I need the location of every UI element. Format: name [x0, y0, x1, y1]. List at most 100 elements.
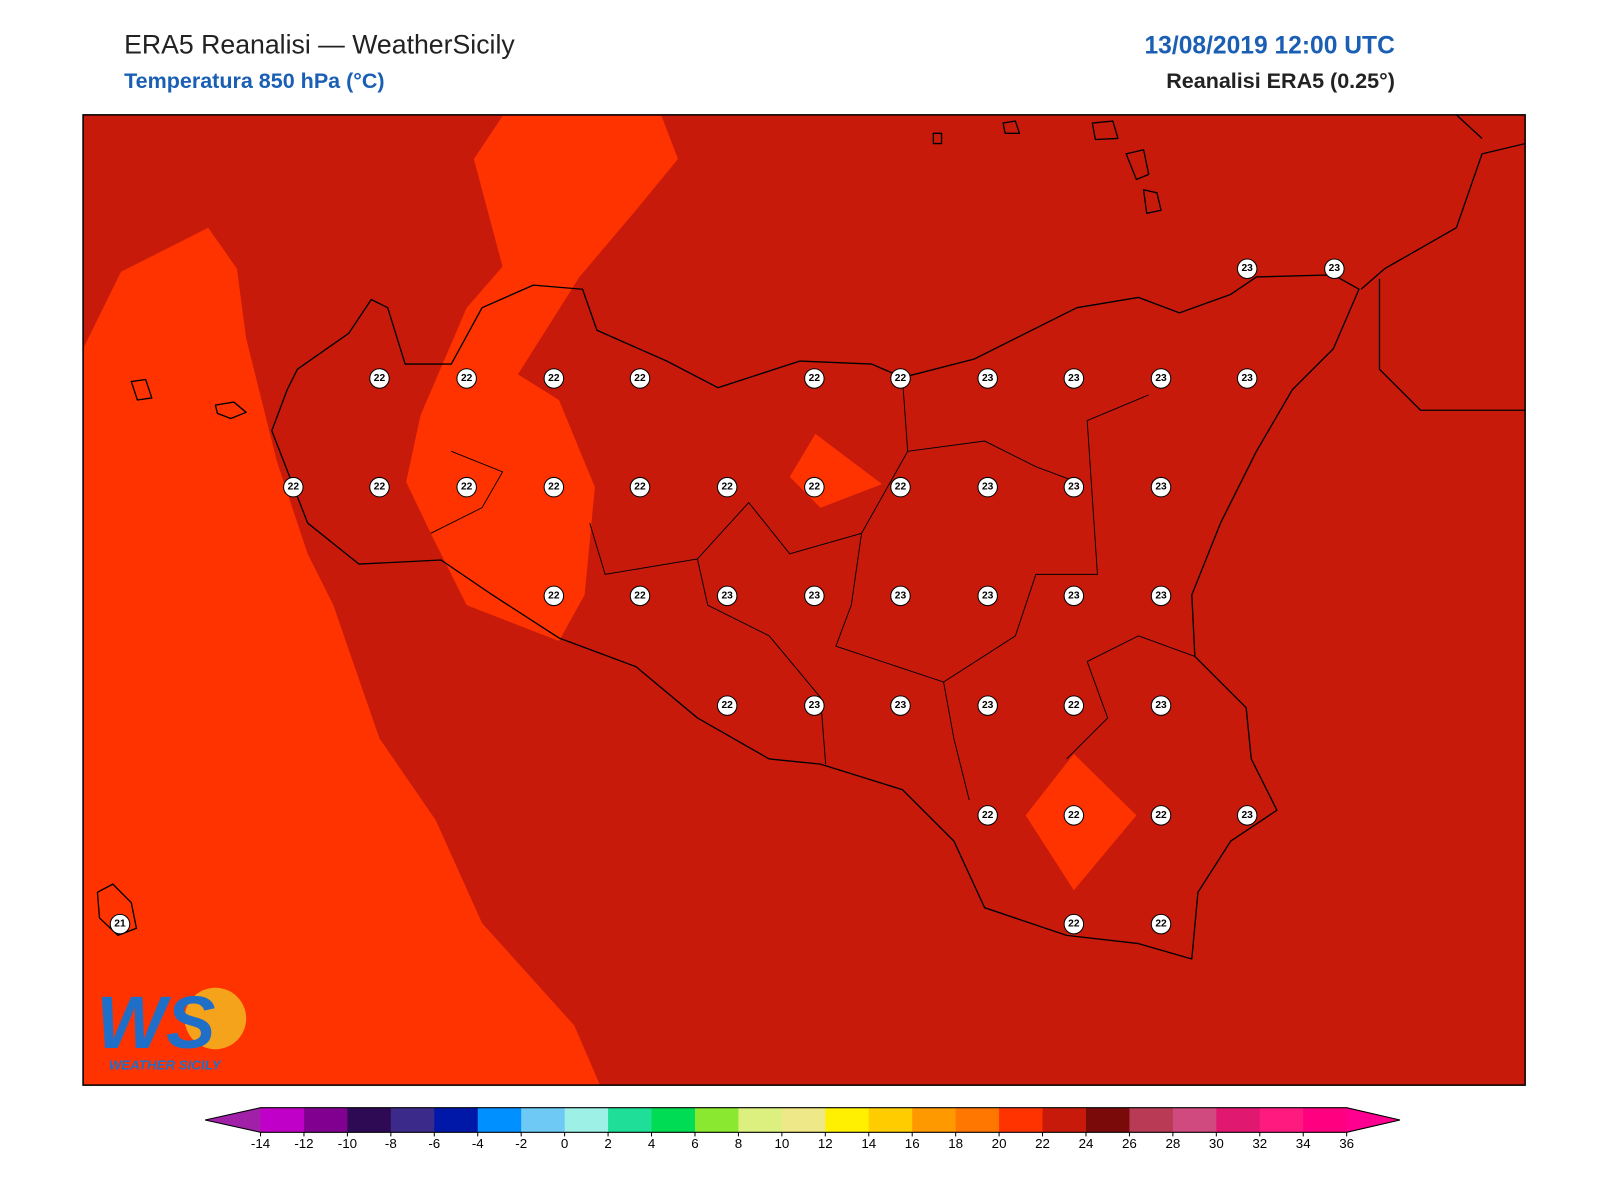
- colorbar-tick-label: 0: [561, 1136, 568, 1151]
- station-value: 23: [1068, 373, 1080, 384]
- colorbar-tick-label: 20: [992, 1136, 1007, 1151]
- colorbar-bin: [608, 1107, 653, 1133]
- subtitle: Temperatura 850 hPa (°C): [124, 69, 384, 93]
- station-marker: [890, 695, 911, 716]
- station-marker: [1150, 695, 1172, 716]
- station-value: 22: [895, 482, 907, 493]
- station-value: 22: [634, 590, 646, 601]
- station-marker: [456, 476, 477, 498]
- station-value: 22: [634, 482, 646, 493]
- colorbar-bin: [781, 1107, 826, 1133]
- colorbar-bin: [434, 1107, 479, 1133]
- station-value: 21: [114, 919, 126, 930]
- station-value: 23: [1155, 373, 1167, 384]
- station-marker: [1063, 805, 1085, 826]
- station-value: 22: [1155, 919, 1167, 930]
- station-marker: [1063, 368, 1085, 389]
- station-marker: [629, 368, 651, 389]
- station-marker: [1236, 368, 1258, 389]
- station-marker: [804, 476, 825, 498]
- map: 23 23 22 22 22 22 22 22 23 23 23 23 22 22 22 22 22 22 22 22…: [83, 114, 1526, 1086]
- colorbar-tick-label: -2: [515, 1136, 527, 1151]
- station-marker: [890, 476, 911, 498]
- colorbar-tick-label: 10: [774, 1136, 789, 1151]
- warm-patch: [83, 227, 600, 1086]
- station-value: 22: [461, 482, 473, 493]
- colorbar-tick-label: 30: [1209, 1136, 1224, 1151]
- colorbar-tick-label: -6: [428, 1136, 440, 1151]
- logo-name: WEATHER SICILY: [109, 1058, 222, 1073]
- colorbar-bin: [1259, 1107, 1304, 1133]
- station-value: 22: [288, 482, 300, 493]
- colorbar-bin: [912, 1107, 957, 1133]
- colorbar-bin: [651, 1107, 696, 1133]
- title: ERA5 Reanalisi — WeatherSicily: [124, 29, 515, 59]
- datetime: 13/08/2019 12:00 UTC: [1144, 32, 1395, 59]
- colorbar-bin: [1085, 1107, 1130, 1133]
- colorbar: -14 -12 -10 -8 -6 -4 -2 0 2 4 6 8 10 12 14 16 18 20 22 24 26…: [205, 1107, 1401, 1151]
- station-marker: [977, 368, 998, 389]
- colorbar-bin: [1303, 1107, 1348, 1133]
- station-marker: [543, 476, 565, 498]
- station-value: 23: [1068, 482, 1080, 493]
- station-marker: [1063, 695, 1085, 716]
- station-marker: [1324, 258, 1345, 279]
- station-value: 22: [982, 810, 994, 821]
- colorbar-bin: [347, 1107, 392, 1133]
- station-marker: [1150, 805, 1172, 826]
- colorbar-bin: [303, 1107, 348, 1133]
- logo: WS WEATHER SICILY: [96, 981, 247, 1073]
- station-value: 22: [548, 590, 560, 601]
- station-marker: [890, 368, 911, 389]
- colorbar-tick-label: 26: [1122, 1136, 1137, 1151]
- colorbar-bin: [1042, 1107, 1087, 1133]
- station-marker: [543, 585, 565, 607]
- map-frame: [82, 114, 1526, 1086]
- station-marker: [977, 585, 998, 607]
- colorbar-bin: [868, 1107, 913, 1133]
- colorbar-tick-label: -10: [338, 1136, 357, 1151]
- colorbar-bin: [564, 1107, 609, 1133]
- station-marker: [804, 585, 825, 607]
- colorbar-bin: [1216, 1107, 1261, 1133]
- colorbar-tick-label: 2: [604, 1136, 611, 1151]
- colorbar-tick-label: 34: [1296, 1136, 1311, 1151]
- colorbar-bin: [521, 1107, 566, 1133]
- station-value: 23: [1155, 482, 1167, 493]
- colorbar-bin: [694, 1107, 739, 1133]
- colorbar-bin: [999, 1107, 1044, 1133]
- station-marker: [977, 476, 998, 498]
- colorbar-tick-label: 28: [1165, 1136, 1180, 1151]
- station-value: 22: [634, 373, 646, 384]
- station-value: 22: [1155, 810, 1167, 821]
- station-marker: [629, 476, 651, 498]
- station-value: 22: [809, 482, 821, 493]
- colorbar-tick-label: 8: [735, 1136, 742, 1151]
- station-marker: [804, 368, 825, 389]
- station-value: 22: [548, 482, 560, 493]
- colorbar-tick-label: 32: [1252, 1136, 1267, 1151]
- station-value: 23: [982, 590, 994, 601]
- station-value: 22: [1068, 810, 1080, 821]
- station-marker: [1063, 476, 1085, 498]
- station-value: 22: [721, 700, 733, 711]
- station-value: 23: [1241, 810, 1253, 821]
- station-marker: [369, 476, 390, 498]
- station-value: 23: [1155, 700, 1167, 711]
- station-marker: [1150, 368, 1172, 389]
- province-borders: [430, 379, 1196, 801]
- colorbar-bin: [1129, 1107, 1174, 1133]
- station-value: 23: [809, 700, 821, 711]
- colorbar-tick-label: 16: [905, 1136, 920, 1151]
- station-marker: [109, 913, 131, 935]
- station-value: 22: [1068, 919, 1080, 930]
- colorbar-bin: [738, 1107, 783, 1133]
- station-value: 22: [461, 373, 473, 384]
- colorbar-tick-label: -14: [251, 1136, 271, 1151]
- colorbar-bin: [825, 1107, 870, 1133]
- station-value: 22: [1068, 700, 1080, 711]
- colorbar-tick-label: 14: [861, 1136, 876, 1151]
- colorbar-tick-label: 36: [1339, 1136, 1354, 1151]
